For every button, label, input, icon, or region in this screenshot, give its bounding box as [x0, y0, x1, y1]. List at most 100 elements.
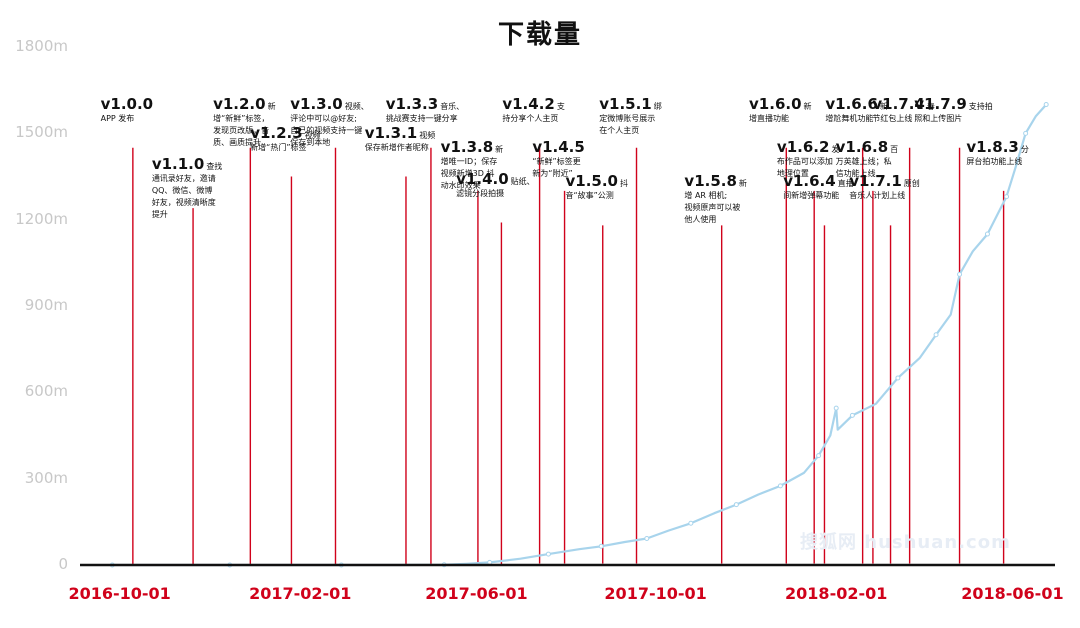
version-desc-inline: 新	[495, 144, 504, 154]
version-label: v1.4.5	[532, 137, 585, 156]
x-tick-label: 2016-10-01	[68, 584, 171, 603]
version-desc: 音“故事”公测	[565, 191, 614, 201]
version-annotation: v1.4.5 “新鲜”标签更 新为“附近”	[532, 137, 585, 180]
version-annotation: v1.6.6 新增尬舞机功能	[825, 94, 888, 125]
version-annotation: v1.6.4 直播间新增弹幕功能	[783, 171, 854, 202]
version-desc-inline: 支持拍	[968, 101, 993, 111]
version-annotation: v1.7.1 原创 音乐人计划上线	[849, 171, 920, 202]
data-point	[984, 231, 990, 237]
data-point	[688, 520, 694, 526]
version-desc: 挑战赛支持一键分享	[385, 113, 458, 123]
version-desc: 增“新鲜”标签， 发现页改版，音 质、画质提升	[213, 113, 270, 147]
version-desc: 音乐人计划上线	[849, 191, 906, 201]
version-desc: 照和上传图片	[914, 113, 963, 123]
x-tick-label: 2018-06-01	[961, 584, 1064, 603]
version-annotation: v1.3.8 新增唯一ID；保存 视频新增3D 抖 动水印效果	[441, 137, 504, 192]
version-label: v1.7.4	[872, 94, 925, 113]
version-label: v1.4.2	[502, 94, 555, 113]
version-desc-inline: 支	[556, 101, 565, 111]
version-desc-inline: 视频	[419, 130, 436, 140]
version-label: v1.2.3	[250, 123, 303, 142]
y-tick-label: 600m	[24, 382, 68, 401]
version-annotation: v1.5.0 抖音“故事”公测	[565, 171, 628, 202]
version-desc: 节红包上线	[872, 113, 913, 123]
version-desc: 间新增弹幕功能	[783, 191, 840, 201]
data-point	[545, 551, 551, 557]
version-label: v1.1.0	[151, 155, 205, 174]
version-annotation: v1.7.9 支持拍 照和上传图片	[914, 94, 993, 125]
version-desc-inline: 新	[267, 101, 276, 111]
version-label: v1.0.0	[100, 94, 154, 113]
version-desc-inline: 查找	[206, 162, 223, 172]
version-annotation: v1.6.2 发布作品可以添加 地理位置	[777, 137, 840, 180]
version-annotation: v1.8.3 分屏台拍功能上线	[966, 137, 1029, 168]
version-desc-inline: 音乐、	[440, 101, 465, 111]
version-desc-inline: 春	[926, 101, 935, 111]
version-desc-inline: 新	[879, 101, 888, 111]
data-point	[833, 405, 839, 411]
y-tick-label: 900m	[24, 296, 68, 314]
data-point	[598, 543, 604, 549]
version-desc: 增直播功能	[749, 113, 790, 123]
version-label: v1.5.8	[684, 172, 737, 191]
version-desc: 新增“热门”标签	[250, 142, 307, 152]
data-point	[895, 375, 901, 381]
data-point	[733, 502, 739, 508]
version-desc: 布作品可以添加 地理位置	[776, 156, 833, 178]
version-desc-inline: 新	[738, 179, 747, 189]
version-label: v1.5.1	[599, 94, 652, 113]
version-desc: 增 AR 相机; 视频原声可以被 他人使用	[684, 191, 741, 225]
version-desc: “新鲜”标签更 新为“附近”	[532, 156, 581, 178]
version-label: v1.3.3	[385, 94, 439, 113]
version-annotation: v1.4.2 支持分享个人主页	[502, 94, 565, 125]
data-point	[957, 271, 963, 277]
version-desc: 屏台拍功能上线	[966, 156, 1023, 166]
version-desc: 保存新增作者昵称	[364, 142, 429, 152]
version-desc: 通讯录好友，邀请 QQ、微信、微博 好友，视频清晰度 提升	[151, 174, 216, 220]
y-tick-label: 1800m	[15, 37, 68, 55]
x-tick-label: 2017-10-01	[604, 584, 707, 603]
version-label: v1.6.0	[749, 94, 802, 113]
y-tick-label: 1200m	[15, 209, 68, 228]
version-desc-inline: 贴纸、	[510, 176, 535, 186]
version-desc-inline: 视频、	[344, 101, 369, 111]
version-desc-inline: 直播	[837, 179, 854, 189]
version-annotation: v1.4.0 贴纸、 滤镜分段拍摄	[456, 169, 535, 200]
version-annotation: v1.2.3 视频新增“热门”标签	[250, 123, 321, 154]
version-annotation: v1.7.4 春节红包上线	[872, 94, 935, 125]
y-tick-label: 300m	[24, 468, 68, 487]
version-desc: 增尬舞机功能	[825, 113, 874, 123]
data-point	[777, 483, 783, 489]
version-label: v1.6.4	[783, 172, 836, 191]
watermark: 搜狐网 hushuan.com	[800, 532, 1011, 553]
version-desc-inline: 原创	[903, 179, 920, 189]
version-label: v1.3.0	[290, 94, 343, 113]
version-label: v1.7.9	[914, 94, 967, 113]
version-annotation: v1.3.0 视频、 评论中可以@好友; 自己的视频支持一键 保存到本地	[290, 94, 369, 149]
version-desc: 定微博账号展示 在个人主页	[599, 113, 656, 135]
version-label: v1.3.8	[440, 137, 494, 156]
version-label: v1.6.2	[776, 137, 830, 156]
data-point	[849, 412, 855, 418]
chart-title: 下载量	[497, 20, 582, 50]
version-desc-inline: 百	[890, 144, 899, 154]
data-point	[1004, 194, 1010, 200]
version-label: v1.2.0	[213, 94, 266, 113]
version-desc-inline: 视频	[304, 130, 321, 140]
version-desc-inline: 分	[1020, 144, 1029, 154]
version-desc-inline: 抖	[619, 179, 628, 189]
data-point	[933, 332, 939, 338]
version-annotation: v1.6.8 百万英雄上线；私 信功能上线	[836, 137, 899, 180]
version-label: v1.6.8	[835, 137, 889, 156]
version-desc: 万英雄上线；私 信功能上线	[835, 156, 892, 178]
version-desc: 持分享个人主页	[502, 113, 559, 123]
version-label: v1.4.0	[456, 169, 509, 188]
version-annotation: v1.3.3 音乐、挑战赛支持一键分享	[386, 94, 465, 125]
version-label: v1.8.3	[966, 137, 1019, 156]
y-tick-label: 0	[58, 555, 68, 573]
x-tick-label: 2017-02-01	[249, 584, 352, 603]
version-desc: 滤镜分段拍摄	[456, 188, 505, 198]
version-label: v1.3.1	[364, 123, 418, 142]
y-tick-label: 1500m	[15, 123, 68, 142]
